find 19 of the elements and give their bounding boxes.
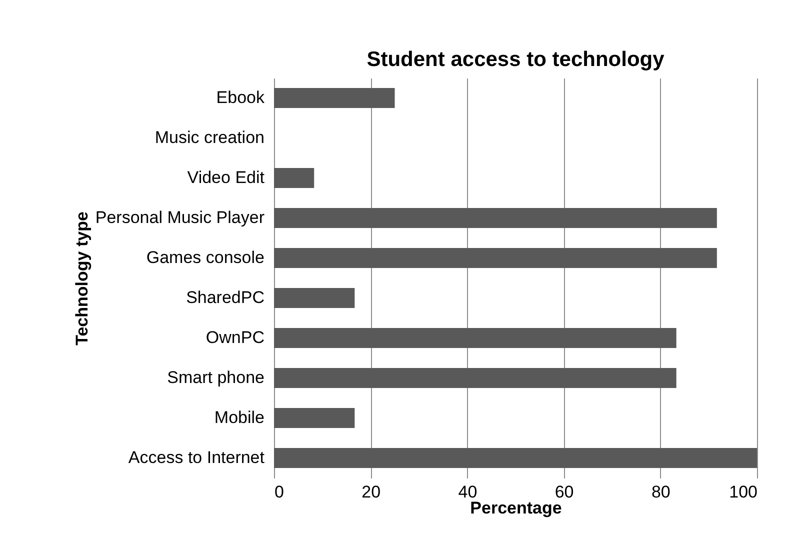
x-tick-label: 100: [729, 482, 758, 502]
y-tick-label: OwnPC: [206, 328, 264, 347]
y-tick-label: SharedPC: [186, 288, 264, 307]
y-tick-label: Access to Internet: [128, 448, 265, 467]
y-tick-label: Games console: [146, 248, 264, 267]
y-tick-label: Personal Music Player: [95, 208, 265, 227]
x-axis-title: Percentage: [470, 498, 562, 518]
x-tick-label: 20: [362, 482, 381, 502]
chart-title: Student access to technology: [366, 48, 665, 71]
y-tick-label: Ebook: [216, 88, 265, 107]
y-tick-label: Smart phone: [167, 368, 264, 387]
x-tick-label: 40: [458, 482, 478, 502]
x-tick-label: 0: [274, 482, 284, 502]
x-tick-label: 80: [651, 482, 670, 502]
y-tick-label: Video Edit: [187, 168, 265, 187]
y-axis-title: Technology type: [72, 212, 92, 346]
x-tick-label: 60: [554, 482, 574, 502]
y-tick-label: Mobile: [214, 408, 264, 427]
y-tick-label: Music creation: [154, 128, 264, 147]
